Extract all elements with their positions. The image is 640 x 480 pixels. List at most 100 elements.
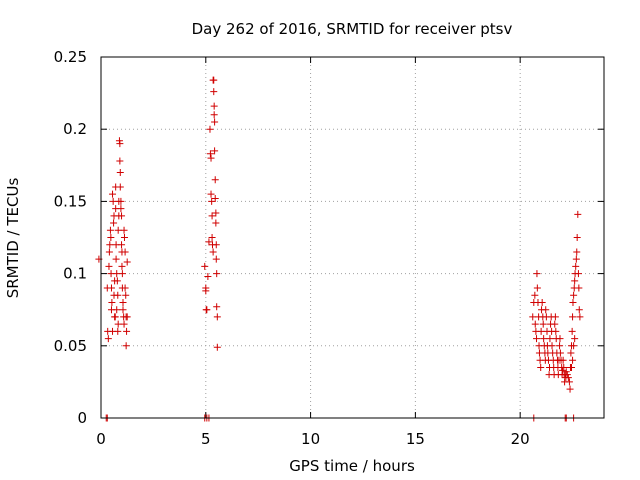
data-point [559, 356, 567, 364]
data-point [568, 363, 576, 371]
x-tick-label: 20 [511, 430, 530, 448]
data-point [207, 154, 215, 162]
data-point [123, 327, 131, 335]
data-point [117, 205, 125, 213]
data-point [211, 118, 219, 126]
data-point [212, 241, 220, 249]
data-point [112, 255, 120, 263]
data-point [531, 320, 539, 328]
data-point [551, 313, 559, 321]
data-point [104, 335, 112, 343]
data-point [212, 255, 220, 263]
data-point [569, 298, 577, 306]
data-point [569, 356, 577, 364]
data-point [105, 262, 113, 270]
data-point [551, 320, 559, 328]
data-point [208, 212, 216, 220]
grid [101, 57, 604, 418]
data-point [575, 306, 583, 314]
data-point [568, 327, 576, 335]
data-point [575, 284, 583, 292]
data-point [556, 335, 564, 343]
data-point [211, 176, 219, 184]
data-point [201, 262, 209, 270]
data-point [210, 102, 218, 110]
data-point [572, 262, 580, 270]
data-point [211, 147, 219, 155]
data-points [95, 76, 584, 422]
data-point [212, 209, 220, 217]
data-point [116, 157, 124, 165]
data-point [123, 313, 131, 321]
data-point [113, 306, 121, 314]
data-point [531, 291, 539, 299]
data-point [121, 248, 129, 256]
data-point [114, 291, 122, 299]
data-point [122, 291, 130, 299]
data-point [210, 76, 218, 84]
data-point [552, 327, 560, 335]
data-point [118, 241, 126, 249]
y-tick-label: 0.25 [54, 48, 87, 66]
data-point [109, 190, 117, 198]
data-point [573, 234, 581, 241]
data-point [569, 313, 577, 321]
data-point [116, 169, 124, 177]
data-point [560, 363, 568, 371]
data-point [110, 219, 118, 227]
data-point [120, 234, 128, 241]
y-axis-label: SRMTID / TECUs [4, 178, 22, 299]
data-point [107, 284, 115, 292]
data-point [570, 342, 578, 350]
x-axis-label: GPS time / hours [289, 457, 415, 475]
data-point [105, 248, 113, 256]
data-point [210, 111, 218, 119]
data-point [116, 140, 124, 148]
data-point [208, 234, 216, 241]
y-tick-label: 0.15 [54, 192, 87, 210]
data-point [213, 303, 221, 311]
data-point [208, 197, 216, 205]
data-point [572, 255, 580, 263]
data-point [207, 190, 215, 198]
data-point [204, 272, 212, 280]
data-point [114, 320, 122, 328]
data-point [106, 226, 114, 234]
data-point [113, 277, 121, 285]
x-tick-label: 5 [201, 430, 211, 448]
data-point [116, 183, 124, 191]
data-point [566, 385, 574, 393]
data-point [210, 88, 218, 96]
data-point [123, 258, 131, 266]
data-point [205, 238, 213, 246]
data-point [122, 342, 130, 350]
data-point [203, 306, 211, 314]
data-point [106, 241, 114, 249]
data-point [211, 195, 219, 203]
data-point [206, 150, 214, 158]
data-point [570, 291, 578, 299]
data-point [202, 287, 210, 295]
data-point [213, 343, 221, 351]
data-point [564, 374, 572, 382]
data-point [119, 306, 127, 314]
data-point [118, 270, 126, 278]
y-tick-label: 0.1 [63, 265, 87, 283]
data-point [538, 298, 546, 306]
data-point [533, 335, 541, 343]
x-tick-label: 10 [301, 430, 320, 448]
data-point [107, 234, 115, 241]
data-point [212, 219, 220, 227]
data-point [565, 378, 573, 386]
data-point [539, 320, 547, 328]
data-point [574, 270, 582, 278]
data-point [529, 313, 537, 321]
data-point [540, 335, 548, 343]
data-point [571, 277, 579, 285]
data-point [121, 284, 129, 292]
data-point [120, 226, 128, 234]
data-point [563, 371, 571, 379]
data-point [556, 342, 564, 350]
data-point [108, 298, 116, 306]
